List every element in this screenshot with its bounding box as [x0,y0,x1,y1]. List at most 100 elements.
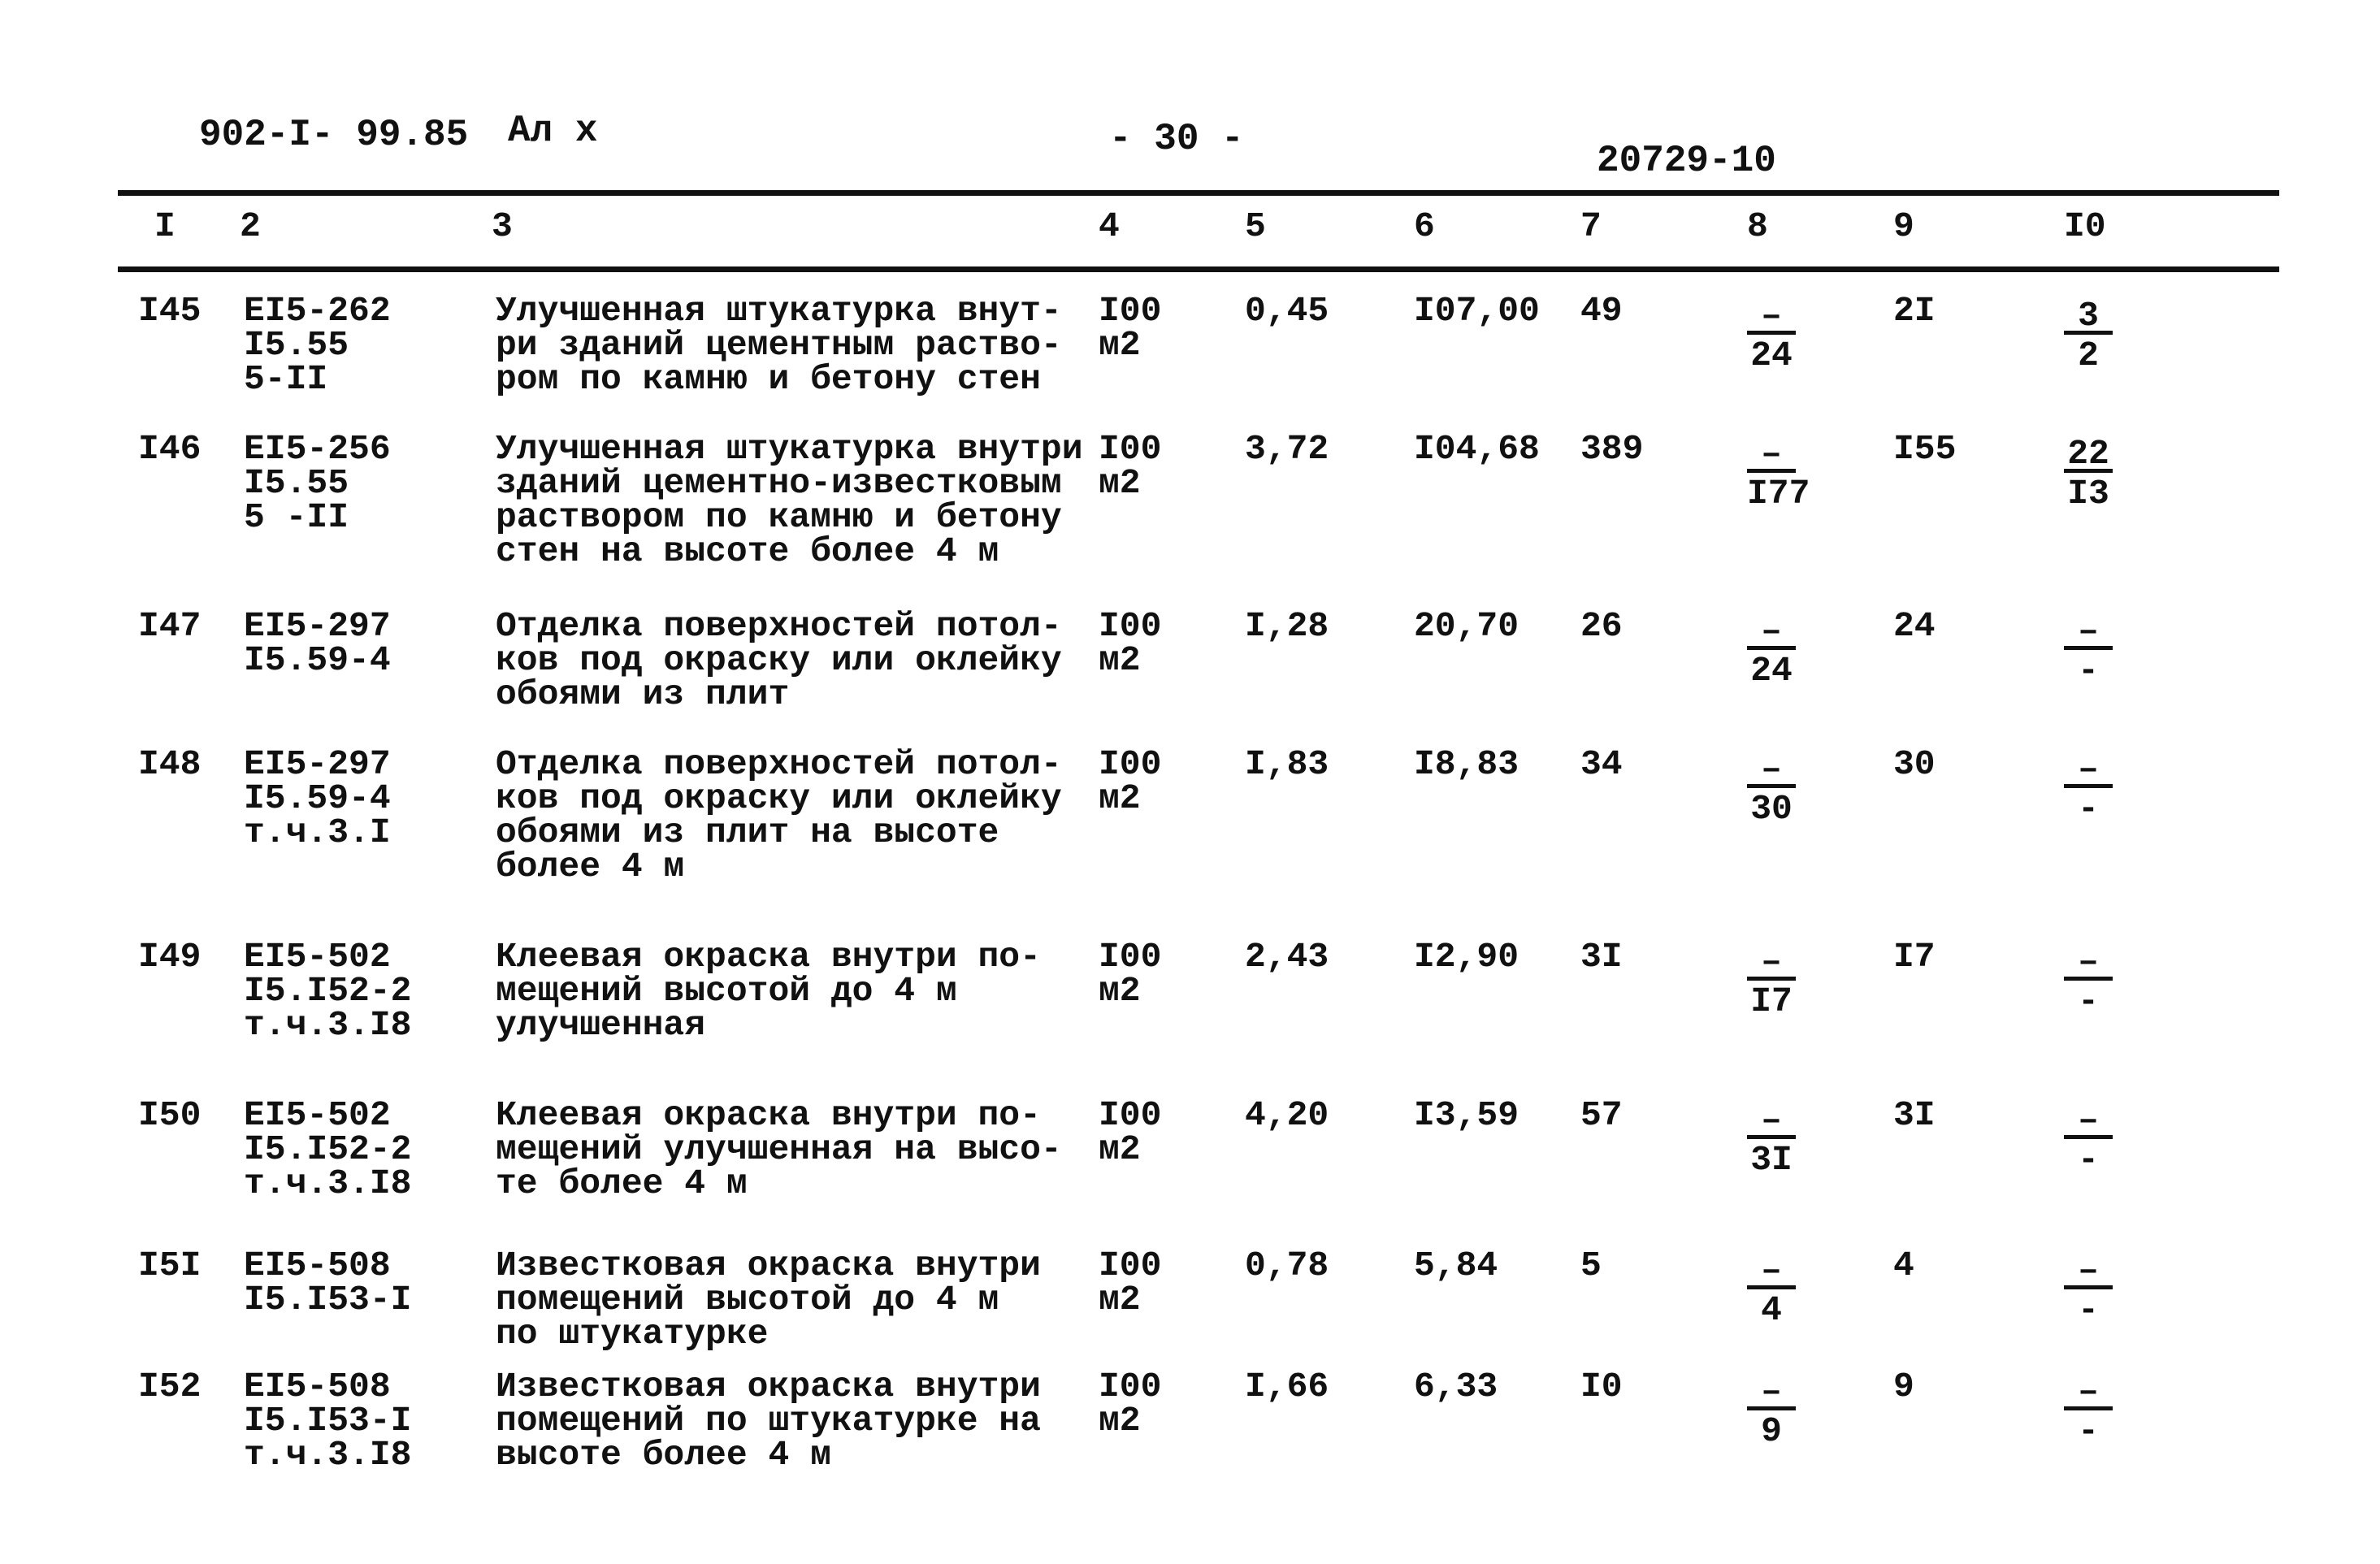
row-number: I45 [138,291,202,331]
col8-fraction: – I77 [1747,436,1810,515]
column-header-6: 6 [1414,206,1435,246]
row-number: I47 [138,606,202,646]
column-header-4: 4 [1099,206,1120,246]
unit: м2 [1099,1401,1141,1441]
unit: I00 [1099,291,1162,331]
rate-code: т.ч.3.I8 [244,1435,412,1475]
col9-value: I7 [1893,937,1936,977]
rate-code: т.ч.3.I8 [244,1005,412,1045]
album-mark: Ал х [508,110,598,152]
column-header-5: 5 [1245,206,1266,246]
fraction-bottom: - [2078,1140,2099,1180]
rate-code: 5 -II [244,497,349,537]
work-description: помещений по штукатурке на [496,1401,1041,1441]
col9-value: 4 [1893,1246,1914,1285]
unit: I00 [1099,744,1162,784]
rate-code: EI5-508 [244,1367,391,1406]
fraction-bottom: I77 [1747,474,1810,513]
fraction-top: – [1747,613,1796,650]
column-header-1: I [154,206,176,246]
unit: м2 [1099,971,1141,1011]
row-number: I50 [138,1095,202,1135]
rate-code: EI5-297 [244,606,391,646]
fraction-bottom: 24 [1750,651,1793,691]
fraction-top: – [1747,752,1796,788]
unit-cost: I8,83 [1414,744,1519,784]
header-bottom-rule [118,266,2279,272]
fraction-top: – [2064,613,2113,650]
total-cost: 34 [1580,744,1623,784]
rate-code: 5-II [244,359,328,399]
rate-code: I5.I53-I [244,1280,412,1319]
work-description: Улучшенная штукатурка внут- [496,291,1062,331]
work-description: стен на высоте более 4 м [496,531,999,571]
unit: м2 [1099,640,1141,680]
unit: I00 [1099,606,1162,646]
col10-fraction: – - [2064,752,2113,830]
rate-code: EI5-297 [244,744,391,784]
rate-code: EI5-262 [244,291,391,331]
col8-fraction: –24 [1747,298,1796,377]
fraction-bottom: - [2078,789,2099,829]
unit: I00 [1099,1367,1162,1406]
column-header-10: I0 [2064,206,2106,246]
rate-code: I5.55 [244,463,349,503]
rate-code: I5.59-4 [244,778,391,818]
work-description: ри зданий цементным раство- [496,325,1062,365]
col9-value: I55 [1893,429,1957,469]
fraction-bottom: 24 [1750,336,1793,375]
col9-value: 30 [1893,744,1936,784]
col9-value: 2I [1893,291,1936,331]
fraction-bottom: - [2078,981,2099,1021]
work-description: ков под окраску или оклейку [496,778,1062,818]
fraction-bottom: - [2078,651,2099,691]
unit: м2 [1099,778,1141,818]
rate-code: EI5-502 [244,1095,391,1135]
col9-value: 9 [1893,1367,1914,1406]
fraction-bottom: - [2078,1411,2099,1451]
fraction-top: – [2064,944,2113,981]
rate-code: EI5-502 [244,937,391,977]
quantity: I,83 [1245,744,1329,784]
page-number: - 30 - [1109,118,1244,160]
rate-code: EI5-508 [244,1246,391,1285]
unit: м2 [1099,1129,1141,1169]
quantity: 2,43 [1245,937,1329,977]
col9-value: 3I [1893,1095,1936,1135]
work-description: Клеевая окраска внутри по- [496,1095,1041,1135]
fraction-top: – [1747,1253,1796,1289]
unit-cost: I07,00 [1414,291,1540,331]
rate-code: I5.59-4 [244,640,391,680]
work-description: Известковая окраска внутри [496,1246,1041,1285]
column-header-9: 9 [1893,206,1914,246]
fraction-bottom: 9 [1761,1411,1782,1451]
fraction-bottom: I3 [2067,474,2109,513]
fraction-top: – [1747,298,1796,335]
doc-code: 902-I- 99.85 [199,114,469,156]
rate-code: I5.I52-2 [244,971,412,1011]
unit: м2 [1099,1280,1141,1319]
work-description: те более 4 м [496,1163,748,1203]
rate-code: т.ч.3.I [244,812,391,852]
column-header-2: 2 [240,206,261,246]
row-number: I52 [138,1367,202,1406]
fraction-top: – [1747,1374,1796,1410]
quantity: 0,45 [1245,291,1329,331]
total-cost: 49 [1580,291,1623,331]
unit: I00 [1099,1095,1162,1135]
unit-cost: I2,90 [1414,937,1519,977]
unit-cost: I04,68 [1414,429,1540,469]
quantity: 4,20 [1245,1095,1329,1135]
work-description: помещений высотой до 4 м [496,1280,999,1319]
col8-fraction: –30 [1747,752,1796,830]
header-top-rule [118,190,2279,196]
work-description: улучшенная [496,1005,706,1045]
col8-fraction: –3I [1747,1103,1796,1181]
fraction-top: 3 [2064,298,2113,335]
total-cost: I0 [1580,1367,1623,1406]
fraction-bottom: I7 [1750,981,1793,1021]
col10-fraction: – - [2064,1374,2113,1453]
row-number: I48 [138,744,202,784]
work-description: обоями из плит на высоте [496,812,999,852]
work-description: мещений высотой до 4 м [496,971,957,1011]
